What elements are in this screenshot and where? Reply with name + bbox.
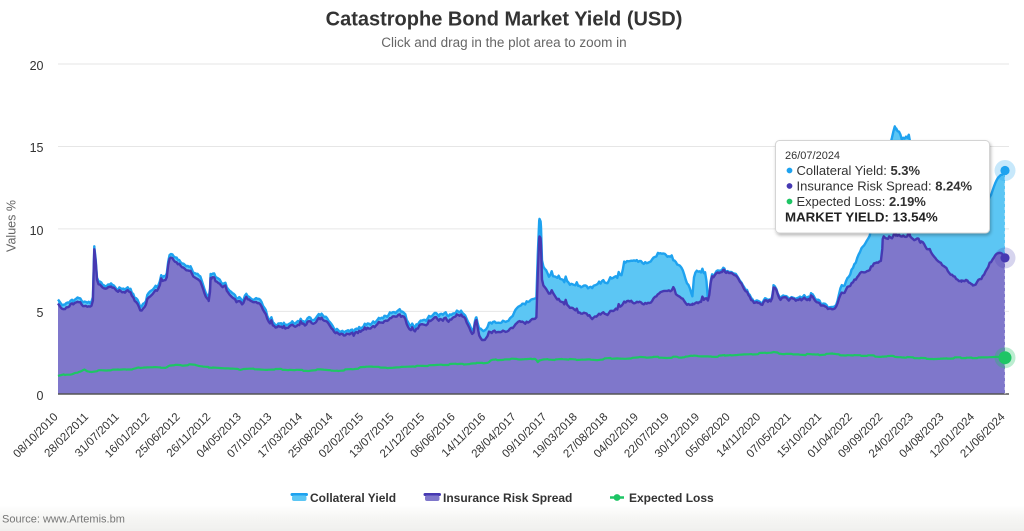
svg-text:Values %: Values % [5,200,19,252]
svg-text:0: 0 [37,389,44,403]
svg-text:Expected Loss: Expected Loss [629,491,714,505]
svg-text:Collateral Yield: Collateral Yield [310,491,396,505]
svg-text:20: 20 [30,59,44,73]
svg-text:Click and drag in the plot are: Click and drag in the plot area to zoom … [381,35,626,50]
svg-text:Collateral Yield: 5.3%: Collateral Yield: 5.3% [797,163,921,178]
svg-text:Catastrophe Bond Market Yield: Catastrophe Bond Market Yield (USD) [326,9,683,31]
svg-text:Insurance Risk Spread: Insurance Risk Spread [443,491,572,505]
svg-text:Expected Loss: 2.19%: Expected Loss: 2.19% [797,194,927,209]
svg-text:Insurance Risk Spread: 8.24%: Insurance Risk Spread: 8.24% [797,179,973,194]
svg-text:5: 5 [37,306,44,320]
svg-text:MARKET YIELD: 13.54%: MARKET YIELD: 13.54% [785,210,938,225]
svg-text:10: 10 [30,224,44,238]
svg-text:26/07/2024: 26/07/2024 [785,150,840,162]
svg-text:Source: www.Artemis.bm: Source: www.Artemis.bm [2,514,125,526]
svg-text:15: 15 [30,141,44,155]
